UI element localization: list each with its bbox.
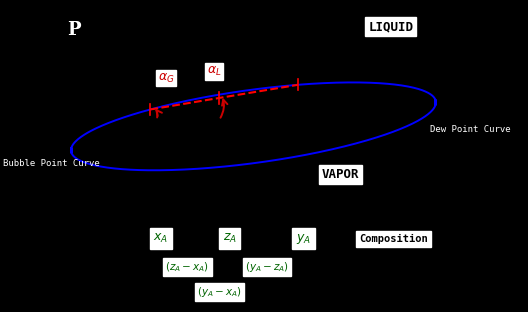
Text: $y_A$: $y_A$ [296,232,311,246]
Text: P: P [67,21,81,39]
Text: LIQUID: LIQUID [368,20,413,33]
Text: $\alpha_L$: $\alpha_L$ [206,65,221,78]
Text: $z_A$: $z_A$ [223,232,237,245]
Text: Bubble Point Curve: Bubble Point Curve [3,159,99,168]
Text: $(z_A - x_A)$: $(z_A - x_A)$ [165,260,210,274]
Text: $(y_A - z_A)$: $(y_A - z_A)$ [244,260,289,274]
Text: Dew Point Curve: Dew Point Curve [430,125,511,134]
Text: $\alpha_G$: $\alpha_G$ [158,71,175,85]
Text: $(y_A - x_A)$: $(y_A - x_A)$ [197,285,241,299]
Text: $x_A$: $x_A$ [154,232,168,245]
Text: Composition: Composition [359,234,428,244]
Text: VAPOR: VAPOR [322,168,360,181]
